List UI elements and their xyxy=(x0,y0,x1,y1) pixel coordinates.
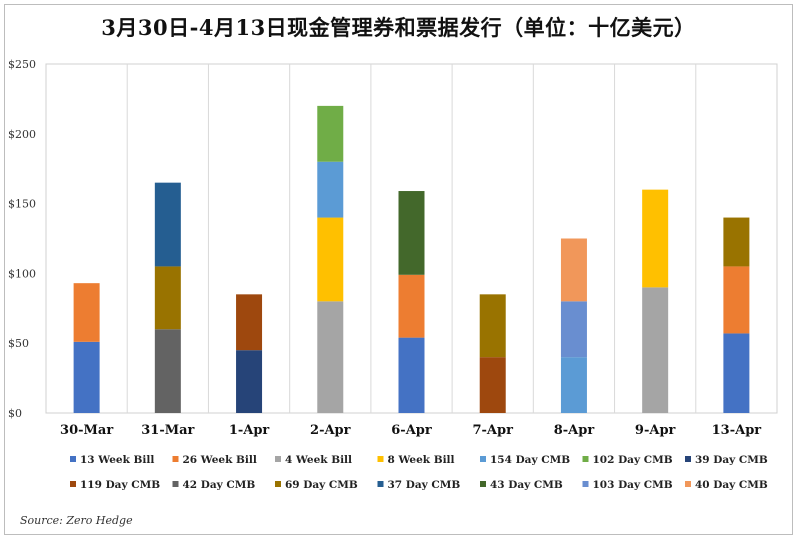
bar-segment xyxy=(560,238,587,302)
bar-segment xyxy=(723,266,750,334)
legend-label: 39 Day CMB xyxy=(695,454,768,466)
y-tick-label: $0 xyxy=(8,407,22,420)
bar-segment xyxy=(398,274,425,338)
bar-segment xyxy=(723,217,750,267)
bar-segment xyxy=(642,189,669,288)
legend-label: 102 Day CMB xyxy=(593,454,673,466)
legend-swatch xyxy=(70,481,76,487)
legend-label: 4 Week Bill xyxy=(285,454,352,466)
legend-swatch xyxy=(480,456,486,462)
legend-swatch xyxy=(275,481,281,487)
bar-segment xyxy=(723,333,750,413)
legend-label: 8 Week Bill xyxy=(388,454,455,466)
legend-label: 119 Day CMB xyxy=(80,479,160,491)
legend-swatch xyxy=(70,456,76,462)
bar-segment xyxy=(236,294,263,351)
legend-swatch xyxy=(275,456,281,462)
x-tick-label: 2-Apr xyxy=(310,423,351,438)
x-tick-label: 30-Mar xyxy=(60,423,113,438)
y-tick-label: $200 xyxy=(8,128,36,141)
legend-label: 42 Day CMB xyxy=(183,479,256,491)
x-tick-label: 13-Apr xyxy=(712,423,762,438)
bar-segment xyxy=(317,301,344,413)
y-tick-label: $50 xyxy=(8,337,29,350)
bar-segment xyxy=(398,337,425,413)
legend-label: 37 Day CMB xyxy=(388,479,461,491)
y-tick-label: $100 xyxy=(8,267,36,280)
legend-swatch xyxy=(685,481,691,487)
legend-swatch xyxy=(480,481,486,487)
source-note: Source: Zero Hedge xyxy=(20,514,133,527)
bar-segment xyxy=(398,191,425,275)
legend-swatch xyxy=(582,456,589,462)
legend-swatch xyxy=(172,456,179,462)
legend-swatch xyxy=(685,456,691,462)
legend-label: 40 Day CMB xyxy=(695,479,768,491)
chart-title: 3月30日-4月13日现金管理券和票据发行（单位：十亿美元） xyxy=(101,15,696,40)
x-tick-label: 7-Apr xyxy=(472,423,513,438)
x-tick-label: 9-Apr xyxy=(635,423,676,438)
bar-segment xyxy=(317,217,344,302)
bar-segment xyxy=(154,182,181,267)
bar-segment xyxy=(642,287,669,413)
bar-segment xyxy=(73,341,100,413)
x-tick-label: 8-Apr xyxy=(554,423,595,438)
y-tick-label: $150 xyxy=(8,198,36,211)
bar-segment xyxy=(154,329,181,413)
bar-segment xyxy=(479,357,506,413)
legend-label: 69 Day CMB xyxy=(285,479,358,491)
bar-segment xyxy=(560,301,587,358)
legend-swatch xyxy=(582,481,589,487)
legend-swatch xyxy=(377,481,384,487)
x-tick-label: 1-Apr xyxy=(229,423,270,438)
bar-segment xyxy=(560,357,587,413)
bar-segment xyxy=(317,105,344,162)
bar-segment xyxy=(317,161,344,218)
legend-label: 103 Day CMB xyxy=(593,479,673,491)
legend-label: 13 Week Bill xyxy=(80,454,154,466)
x-tick-label: 31-Mar xyxy=(141,423,194,438)
legend-label: 154 Day CMB xyxy=(490,454,570,466)
legend-label: 43 Day CMB xyxy=(490,479,563,491)
bar-segment xyxy=(154,266,181,330)
bar-segment xyxy=(479,294,506,358)
legend-label: 26 Week Bill xyxy=(183,454,257,466)
bar-segment xyxy=(236,350,263,413)
legend-swatch xyxy=(172,481,179,487)
x-tick-label: 6-Apr xyxy=(391,423,432,438)
legend-swatch xyxy=(377,456,384,462)
bar-segment xyxy=(73,283,100,342)
y-tick-label: $250 xyxy=(8,58,36,71)
